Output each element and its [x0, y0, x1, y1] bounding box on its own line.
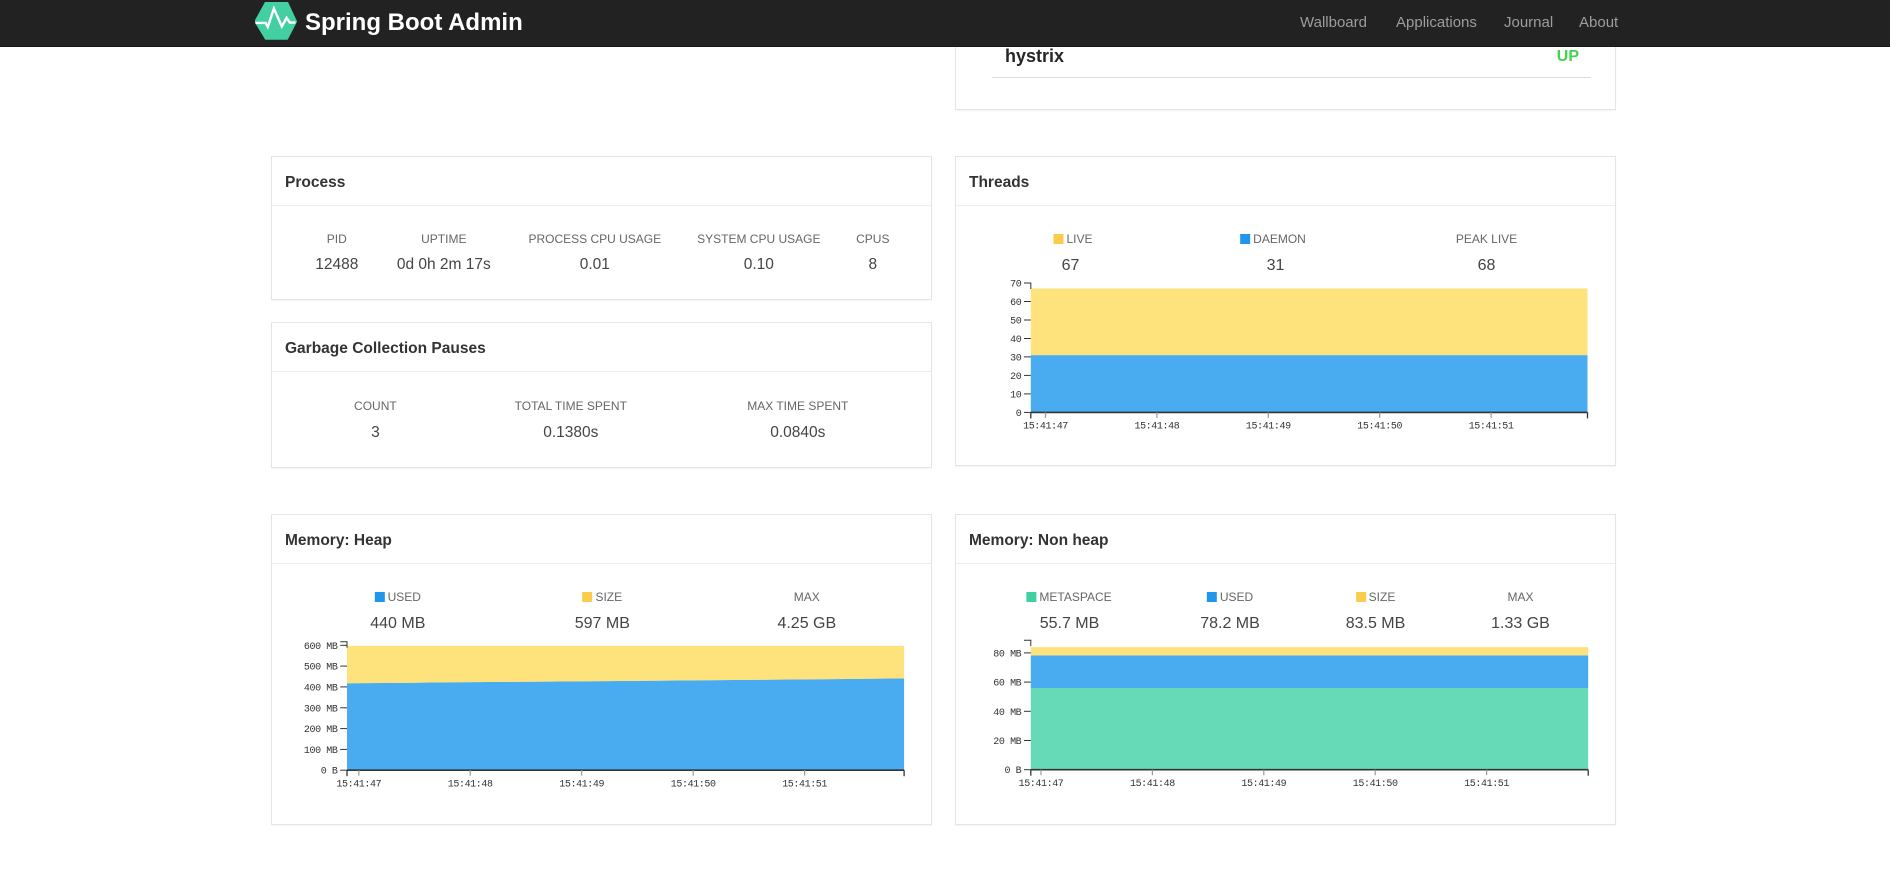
svg-text:15:41:51: 15:41:51	[782, 779, 827, 790]
svg-text:60 MB: 60 MB	[993, 679, 1021, 690]
svg-text:15:41:49: 15:41:49	[559, 779, 604, 790]
svg-text:70: 70	[1010, 280, 1022, 291]
svg-text:15:41:47: 15:41:47	[1019, 779, 1064, 790]
svg-text:0 B: 0 B	[321, 767, 338, 778]
svg-text:600 MB: 600 MB	[304, 642, 338, 653]
svg-text:40 MB: 40 MB	[993, 708, 1021, 719]
svg-text:15:41:48: 15:41:48	[1130, 779, 1175, 790]
svg-text:500 MB: 500 MB	[304, 663, 338, 674]
svg-text:400 MB: 400 MB	[304, 683, 338, 694]
svg-text:15:41:50: 15:41:50	[1353, 779, 1398, 790]
svg-text:0: 0	[1016, 409, 1022, 420]
svg-text:15:41:48: 15:41:48	[1134, 422, 1179, 433]
svg-text:15:41:47: 15:41:47	[336, 779, 381, 790]
svg-text:15:41:50: 15:41:50	[671, 779, 716, 790]
svg-text:15:41:49: 15:41:49	[1246, 422, 1291, 433]
svg-text:0 B: 0 B	[1004, 766, 1021, 777]
svg-text:50: 50	[1010, 317, 1022, 328]
svg-text:15:41:51: 15:41:51	[1469, 422, 1514, 433]
svg-text:15:41:49: 15:41:49	[1241, 779, 1286, 790]
svg-text:100 MB: 100 MB	[304, 746, 338, 757]
svg-text:15:41:50: 15:41:50	[1357, 422, 1402, 433]
svg-text:20 MB: 20 MB	[993, 737, 1021, 748]
svg-text:80 MB: 80 MB	[993, 649, 1021, 660]
svg-text:15:41:48: 15:41:48	[448, 779, 493, 790]
svg-text:40: 40	[1010, 335, 1022, 346]
svg-text:300 MB: 300 MB	[304, 704, 338, 715]
svg-text:15:41:51: 15:41:51	[1464, 779, 1509, 790]
svg-text:15:41:47: 15:41:47	[1023, 422, 1068, 433]
svg-text:200 MB: 200 MB	[304, 725, 338, 736]
svg-text:20: 20	[1010, 372, 1022, 383]
svg-text:10: 10	[1010, 390, 1022, 401]
svg-text:30: 30	[1010, 353, 1022, 364]
svg-text:60: 60	[1010, 298, 1022, 309]
